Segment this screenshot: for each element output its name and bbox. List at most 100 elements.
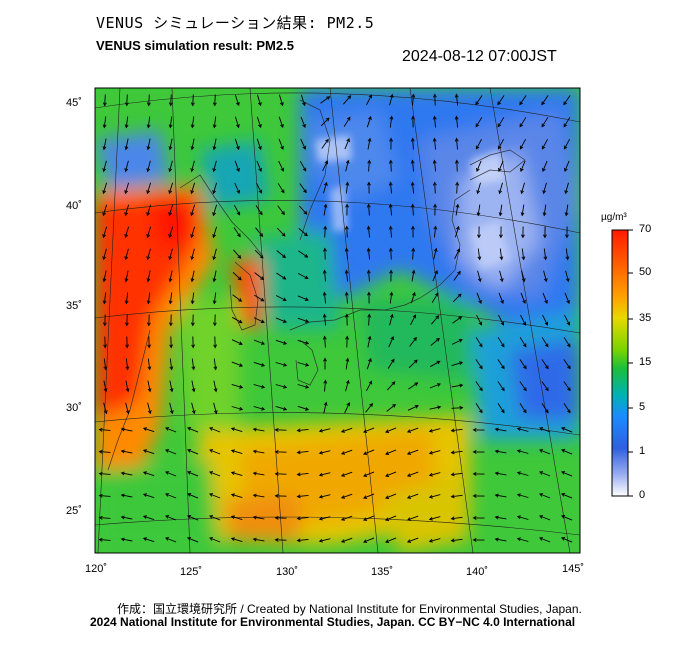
wind-arrow-head — [304, 253, 309, 258]
wind-arrow — [187, 493, 199, 499]
wind-arrow — [99, 495, 111, 497]
wind-arrow-head — [296, 450, 301, 455]
wind-arrow-head — [340, 473, 346, 477]
wind-arrow-head — [475, 145, 480, 150]
wind-arrow — [521, 204, 525, 216]
wind-arrow — [452, 316, 462, 324]
wind-arrow-head — [433, 203, 437, 208]
wind-arrow — [498, 138, 504, 150]
wind-arrow — [345, 380, 349, 392]
wind-arrow-head — [282, 254, 287, 259]
wind-arrow-head — [428, 494, 433, 499]
wind-arrow — [298, 250, 308, 258]
wind-arrow-head — [323, 225, 328, 230]
wind-arrow-head — [406, 473, 412, 477]
wind-arrow — [102, 182, 108, 194]
wind-arrow — [121, 450, 133, 454]
wind-arrow — [363, 471, 375, 477]
wind-arrow-head — [428, 428, 433, 433]
wind-arrow-head — [363, 473, 368, 477]
wind-arrow — [213, 358, 217, 370]
wind-arrow-head — [346, 138, 350, 143]
wind-arrow-head — [281, 211, 285, 216]
wind-arrow-head — [494, 449, 499, 454]
wind-arrow-head — [325, 138, 329, 143]
wind-arrow-head — [542, 212, 547, 217]
wind-arrow-head — [169, 344, 174, 349]
wind-arrow — [563, 95, 571, 105]
wind-arrow-head — [165, 449, 170, 453]
wind-arrow-head — [125, 410, 130, 415]
wind-arrow — [191, 380, 195, 392]
wind-arrow-head — [411, 93, 416, 98]
wind-arrow — [297, 538, 309, 542]
wind-arrow — [495, 516, 507, 520]
wind-arrow-head — [385, 539, 390, 543]
wind-arrow-head — [261, 363, 266, 367]
wind-arrow-head — [238, 298, 243, 302]
wind-arrow — [389, 314, 393, 326]
wind-arrow — [475, 359, 483, 369]
wind-arrow — [319, 450, 331, 454]
wind-arrow — [213, 402, 217, 414]
wind-arrow — [231, 383, 243, 389]
wind-arrow — [277, 205, 285, 215]
wind-arrow-head — [274, 449, 279, 454]
wind-arrow-head — [472, 450, 477, 454]
wind-arrow-head — [261, 406, 266, 411]
wind-arrow — [543, 270, 547, 282]
wind-arrow-head — [346, 402, 350, 407]
wind-arrow-head — [494, 537, 499, 542]
wind-arrow-head — [477, 256, 482, 261]
wind-arrow — [147, 160, 151, 172]
wind-arrow-head — [459, 383, 464, 388]
wind-arrow-head — [385, 429, 390, 433]
wind-arrow — [363, 515, 375, 521]
wind-arrow — [367, 138, 371, 150]
wind-arrow — [233, 249, 241, 259]
wind-arrow-head — [236, 233, 241, 238]
copyright-text: 2024 National Institute for Environmenta… — [90, 615, 576, 629]
wind-arrow-head — [499, 234, 503, 239]
wind-arrow — [476, 138, 482, 150]
wind-arrow — [125, 248, 129, 260]
wind-arrow-head — [322, 269, 327, 274]
wind-arrow-head — [499, 256, 504, 261]
wind-arrow-head — [274, 471, 279, 476]
wind-arrow-head — [213, 344, 218, 349]
wind-arrow — [146, 182, 152, 194]
wind-arrow-head — [120, 515, 125, 520]
wind-arrow — [147, 270, 151, 282]
wind-arrow — [451, 339, 463, 345]
wind-arrow-head — [389, 269, 393, 274]
wind-arrow-head — [168, 190, 173, 195]
wind-arrow-head — [209, 493, 214, 497]
wind-arrow-head — [260, 297, 265, 302]
wind-arrow-head — [304, 275, 309, 280]
wind-arrow-head — [124, 234, 129, 239]
wind-arrow — [495, 450, 507, 454]
wind-arrow-head — [257, 102, 262, 107]
wind-arrow — [429, 472, 441, 476]
wind-arrow — [389, 292, 393, 304]
wind-arrow — [170, 94, 172, 106]
wind-arrow — [475, 381, 483, 391]
wind-arrow — [386, 381, 396, 391]
wind-arrow — [565, 204, 569, 216]
wind-arrow-head — [564, 167, 568, 172]
wind-arrow-head — [389, 313, 394, 318]
wind-arrow-head — [303, 210, 308, 215]
wind-arrow-head — [252, 537, 257, 542]
wind-arrow-head — [236, 146, 240, 151]
wind-arrow-head — [428, 538, 433, 543]
wind-arrow-head — [566, 321, 571, 326]
wind-arrow — [412, 204, 414, 216]
wind-arrow-head — [344, 247, 349, 252]
wind-arrow-head — [454, 159, 459, 164]
wind-arrow — [143, 471, 155, 477]
wind-arrow — [366, 358, 372, 370]
wind-arrow — [126, 94, 128, 106]
wind-arrow-head — [542, 167, 546, 172]
wind-arrow-head — [98, 493, 103, 498]
wind-arrow — [125, 358, 129, 370]
